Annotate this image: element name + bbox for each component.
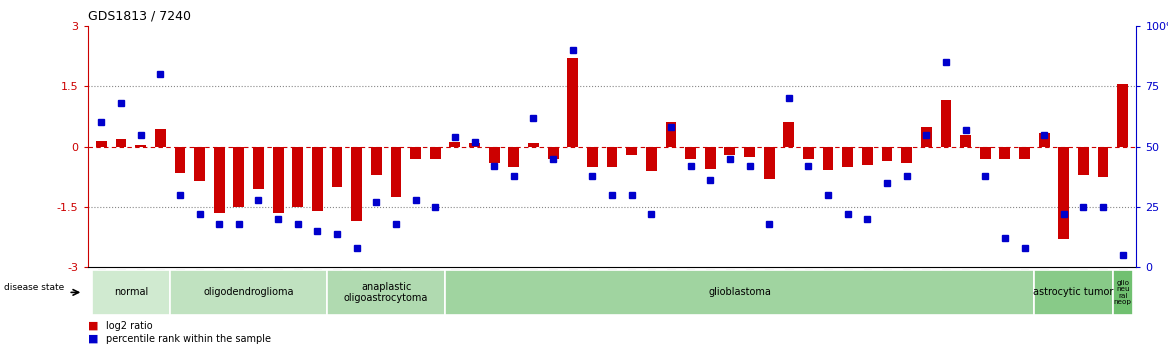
Text: astrocytic tumor: astrocytic tumor — [1034, 287, 1114, 297]
Text: disease state: disease state — [5, 283, 64, 292]
Bar — [686, 147, 696, 159]
FancyBboxPatch shape — [327, 270, 445, 315]
FancyBboxPatch shape — [445, 270, 1035, 315]
FancyBboxPatch shape — [91, 270, 171, 315]
Bar — [626, 147, 637, 155]
Bar — [588, 147, 598, 167]
Bar — [724, 147, 736, 155]
Bar — [390, 147, 402, 197]
Bar — [450, 142, 460, 147]
Text: normal: normal — [113, 287, 148, 297]
Bar — [371, 147, 382, 175]
Bar — [194, 147, 204, 181]
Bar — [1020, 147, 1030, 159]
Bar — [882, 147, 892, 161]
Bar — [960, 135, 971, 147]
Bar — [135, 145, 146, 147]
Bar — [804, 147, 814, 159]
Text: ■: ■ — [88, 321, 98, 331]
Bar — [292, 147, 304, 207]
Text: oligodendroglioma: oligodendroglioma — [203, 287, 294, 297]
Text: ■: ■ — [88, 334, 98, 344]
Bar — [234, 147, 244, 207]
Bar — [666, 122, 676, 147]
Bar — [548, 147, 558, 159]
Bar — [488, 147, 500, 163]
Bar — [312, 147, 322, 211]
Bar — [1038, 132, 1050, 147]
Bar — [862, 147, 872, 165]
Bar — [1058, 147, 1069, 239]
Bar — [116, 139, 126, 147]
Bar — [332, 147, 342, 187]
Bar — [155, 128, 166, 147]
Bar — [253, 147, 264, 189]
Bar — [902, 147, 912, 163]
FancyBboxPatch shape — [171, 270, 327, 315]
Text: glio
neu
ral
neop: glio neu ral neop — [1114, 280, 1132, 305]
Bar — [1000, 147, 1010, 159]
Bar — [1078, 147, 1089, 175]
Bar — [704, 147, 716, 169]
Bar — [940, 100, 952, 147]
Bar — [528, 144, 538, 147]
Text: glioblastoma: glioblastoma — [708, 287, 771, 297]
Bar — [920, 127, 932, 147]
Bar — [430, 147, 440, 159]
Bar — [174, 147, 186, 173]
Bar — [272, 147, 284, 213]
Bar — [784, 122, 794, 147]
Bar — [96, 141, 106, 147]
Bar — [470, 144, 480, 147]
Bar — [214, 147, 224, 213]
Text: GDS1813 / 7240: GDS1813 / 7240 — [88, 9, 190, 22]
Text: anaplastic
oligoastrocytoma: anaplastic oligoastrocytoma — [343, 282, 429, 303]
Bar — [842, 147, 853, 167]
Bar — [822, 147, 834, 170]
Bar — [744, 147, 755, 157]
FancyBboxPatch shape — [1113, 270, 1133, 315]
Bar — [508, 147, 520, 167]
Text: percentile rank within the sample: percentile rank within the sample — [106, 334, 271, 344]
Bar — [646, 147, 656, 171]
Bar — [568, 58, 578, 147]
Bar — [1118, 84, 1128, 147]
Text: log2 ratio: log2 ratio — [106, 321, 153, 331]
FancyBboxPatch shape — [1035, 270, 1113, 315]
Bar — [352, 147, 362, 221]
Bar — [606, 147, 618, 167]
Bar — [1098, 147, 1108, 177]
Bar — [410, 147, 420, 159]
Bar — [764, 147, 774, 179]
Bar — [980, 147, 990, 159]
